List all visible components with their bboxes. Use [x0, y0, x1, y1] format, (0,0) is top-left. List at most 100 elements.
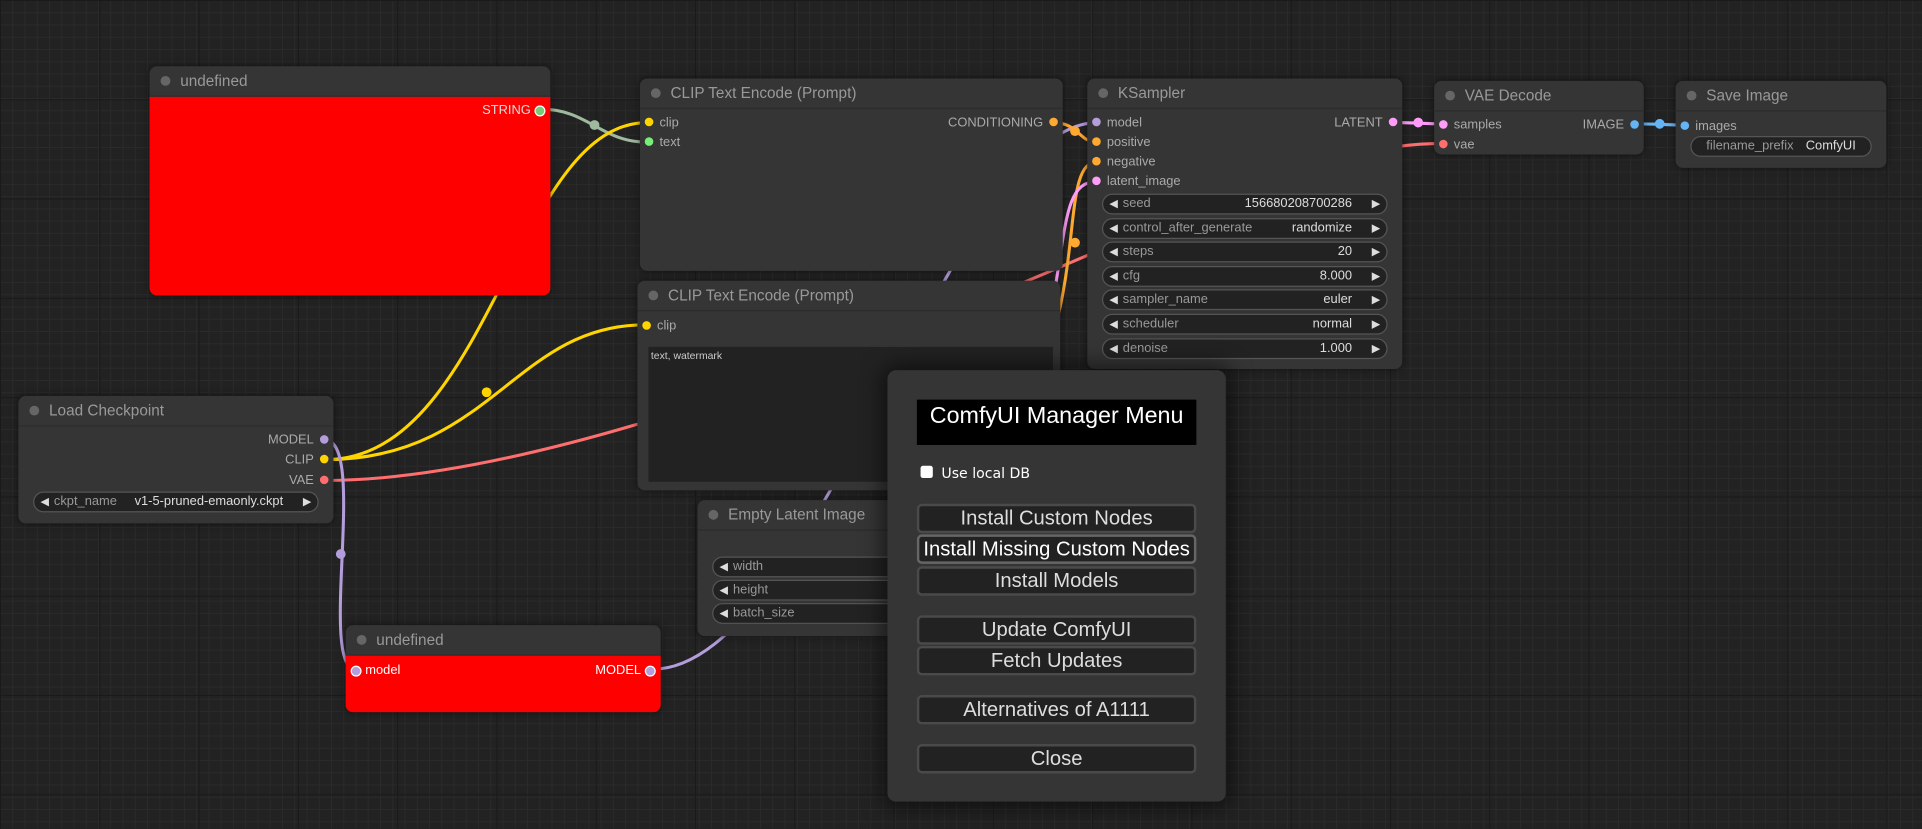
collapse-dot-icon[interactable] [356, 634, 367, 645]
fetch-updates-button[interactable]: Fetch Updates [916, 645, 1197, 676]
widget-filename-prefix[interactable]: filename_prefix ComfyUI [1690, 136, 1872, 157]
arrow-left-icon[interactable]: ◀ [40, 495, 49, 508]
slot-dot-icon[interactable] [1092, 137, 1101, 146]
arrow-right-icon[interactable]: ▶ [1371, 221, 1381, 234]
arrow-left-icon[interactable]: ◀ [1109, 293, 1118, 306]
arrow-right-icon[interactable]: ▶ [1371, 269, 1381, 282]
input-clip[interactable]: clip [640, 115, 679, 130]
arrow-right-icon[interactable]: ▶ [302, 495, 312, 508]
widget-cfg[interactable]: ◀ cfg 8.000 ▶ [1101, 265, 1388, 287]
arrow-right-icon[interactable]: ▶ [1371, 317, 1381, 330]
widget-sampler-name[interactable]: ◀ sampler_name euler ▶ [1101, 289, 1388, 311]
node-title[interactable]: Empty Latent Image [697, 500, 1004, 531]
node-title[interactable]: Save Image [1675, 81, 1887, 112]
slot-dot-icon[interactable] [319, 435, 329, 444]
input-model[interactable]: model [346, 663, 400, 678]
input-latent-image[interactable]: latent_image [1087, 174, 1181, 189]
install-models-button[interactable]: Install Models [916, 566, 1197, 596]
widget-scheduler[interactable]: ◀ scheduler normal ▶ [1101, 313, 1388, 335]
arrow-right-icon[interactable]: ▶ [1371, 245, 1381, 258]
use-local-db-label[interactable]: Use local DB [941, 464, 1031, 482]
arrow-left-icon[interactable]: ◀ [1109, 317, 1118, 330]
node-title[interactable]: CLIP Text Encode (Prompt) [639, 78, 1063, 110]
node-title[interactable]: undefined [345, 625, 661, 656]
output-model[interactable]: MODEL [268, 433, 333, 447]
node-vae-decode[interactable]: VAE Decode samples vae IMAGE [1434, 80, 1644, 155]
slot-dot-icon[interactable] [1092, 117, 1101, 127]
arrow-left-icon[interactable]: ◀ [1109, 245, 1118, 258]
slot-dot-icon[interactable] [534, 105, 546, 117]
widget-control-after-generate[interactable]: ◀ control_after_generate randomize ▶ [1101, 217, 1388, 239]
collapse-dot-icon[interactable] [650, 88, 661, 99]
collapse-dot-icon[interactable] [1686, 90, 1697, 101]
install-missing-custom-nodes-button[interactable]: Install Missing Custom Nodes [916, 534, 1197, 564]
arrow-left-icon[interactable]: ◀ [1109, 197, 1118, 210]
alternatives-a1111-button[interactable]: Alternatives of A1111 [916, 695, 1197, 725]
node-title[interactable]: Load Checkpoint [18, 396, 334, 427]
widget-steps[interactable]: ◀ steps 20 ▶ [1101, 241, 1388, 263]
input-negative[interactable]: negative [1087, 154, 1156, 169]
output-model[interactable]: MODEL [595, 663, 660, 678]
update-comfyui-button[interactable]: Update ComfyUI [916, 615, 1197, 645]
output-vae[interactable]: VAE [289, 473, 333, 488]
collapse-dot-icon[interactable] [29, 405, 40, 416]
input-vae[interactable]: vae [1434, 137, 1475, 152]
collapse-dot-icon[interactable] [160, 75, 171, 86]
node-title[interactable]: CLIP Text Encode (Prompt) [637, 281, 1061, 312]
arrow-left-icon[interactable]: ◀ [1109, 221, 1118, 234]
collapse-dot-icon[interactable] [708, 509, 719, 520]
node-primitive-string[interactable]: undefined STRING [149, 66, 551, 296]
slot-dot-icon[interactable] [1630, 120, 1639, 129]
arrow-left-icon[interactable]: ◀ [719, 560, 729, 573]
slot-dot-icon[interactable] [319, 475, 329, 485]
widget-seed[interactable]: ◀ seed 156680208700286 ▶ [1101, 193, 1388, 215]
install-custom-nodes-button[interactable]: Install Custom Nodes [916, 503, 1197, 534]
arrow-right-icon[interactable]: ▶ [1371, 293, 1381, 306]
widget-denoise[interactable]: ◀ denoise 1.000 ▶ [1101, 337, 1388, 359]
node-load-checkpoint[interactable]: Load Checkpoint MODEL CLIP VAE ◀ ckpt_nam… [18, 395, 334, 524]
widget-ckpt-name[interactable]: ◀ ckpt_name v1-5-pruned-emaonly.ckpt ▶ [33, 491, 319, 513]
use-local-db-checkbox[interactable] [920, 465, 933, 479]
arrow-left-icon[interactable]: ◀ [1109, 341, 1118, 354]
slot-dot-icon[interactable] [1049, 117, 1058, 127]
slot-dot-icon[interactable] [1680, 121, 1690, 130]
slot-dot-icon[interactable] [644, 665, 656, 677]
slot-dot-icon[interactable] [642, 321, 651, 330]
collapse-dot-icon[interactable] [648, 290, 659, 301]
close-button[interactable]: Close [916, 744, 1197, 774]
arrow-right-icon[interactable]: ▶ [1371, 341, 1381, 354]
node-title[interactable]: KSampler [1087, 78, 1403, 110]
slot-dot-icon[interactable] [1092, 156, 1101, 166]
arrow-left-icon[interactable]: ◀ [719, 606, 729, 620]
slot-dot-icon[interactable] [350, 665, 362, 677]
node-title[interactable]: VAE Decode [1434, 81, 1644, 112]
slot-dot-icon[interactable] [644, 137, 654, 146]
node-primitive-model[interactable]: undefined model MODEL [345, 625, 661, 713]
input-samples[interactable]: samples [1434, 118, 1502, 132]
output-string[interactable]: STRING [482, 103, 550, 118]
node-save-image[interactable]: Save Image images filename_prefix ComfyUI [1675, 80, 1887, 168]
output-conditioning[interactable]: CONDITIONING [948, 115, 1063, 130]
slot-dot-icon[interactable] [1439, 120, 1448, 129]
arrow-left-icon[interactable]: ◀ [719, 583, 729, 596]
input-model[interactable]: model [1087, 115, 1142, 130]
slot-dot-icon[interactable] [1388, 117, 1398, 127]
slot-dot-icon[interactable] [1092, 176, 1101, 186]
slot-dot-icon[interactable] [1439, 139, 1448, 149]
input-text[interactable]: text [640, 135, 680, 150]
output-image[interactable]: IMAGE [1583, 118, 1644, 132]
arrow-left-icon[interactable]: ◀ [1109, 269, 1118, 282]
input-images[interactable]: images [1676, 119, 1737, 134]
node-title[interactable]: undefined [149, 66, 551, 97]
output-latent[interactable]: LATENT [1334, 115, 1402, 130]
input-positive[interactable]: positive [1087, 135, 1151, 150]
arrow-right-icon[interactable]: ▶ [1371, 197, 1381, 210]
output-clip[interactable]: CLIP [285, 452, 333, 467]
slot-dot-icon[interactable] [319, 454, 329, 464]
slot-dot-icon[interactable] [644, 117, 654, 127]
input-clip[interactable]: clip [637, 319, 676, 333]
collapse-dot-icon[interactable] [1098, 88, 1109, 99]
node-clip-text-encode-positive[interactable]: CLIP Text Encode (Prompt) clip text COND… [639, 78, 1063, 271]
collapse-dot-icon[interactable] [1445, 90, 1455, 101]
